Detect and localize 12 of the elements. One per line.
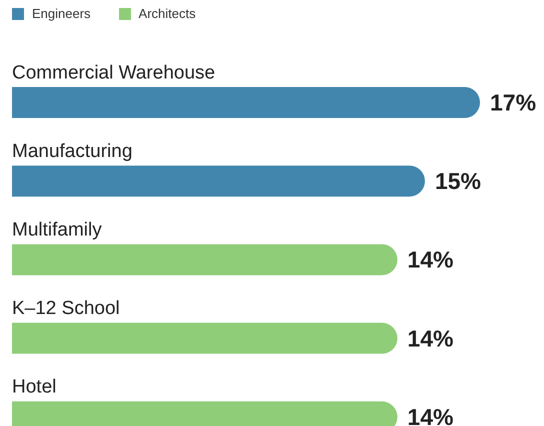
data-label: 14% <box>407 404 454 426</box>
y-tick-label: Multifamily <box>12 220 102 240</box>
y-tick-label: Hotel <box>12 376 56 398</box>
y-tick-label: Manufacturing <box>12 140 132 162</box>
data-label: 14% <box>407 246 454 273</box>
legend-label: Architects <box>138 6 196 21</box>
data-label: 14% <box>407 325 454 352</box>
data-label: 15% <box>434 168 481 194</box>
legend-label: Engineers <box>32 6 91 21</box>
data-label: 17% <box>490 90 536 116</box>
y-tick-label: K–12 School <box>12 298 120 320</box>
y-tick-label: Commercial Warehouse <box>12 62 216 84</box>
